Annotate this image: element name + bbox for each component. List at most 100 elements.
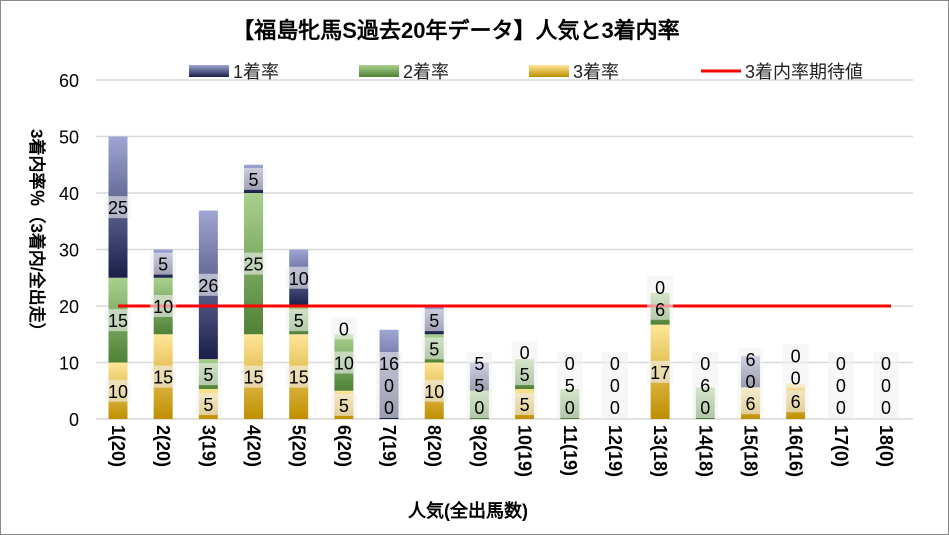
y-tick-label: 0 [69, 410, 79, 430]
data-label: 0 [745, 372, 755, 392]
data-label-bg [105, 309, 131, 332]
data-label-bg [330, 393, 357, 416]
data-label-bg [511, 363, 538, 386]
data-label: 5 [294, 311, 304, 331]
data-label: 0 [881, 376, 891, 396]
data-label-bg [601, 374, 628, 396]
data-label: 25 [244, 255, 264, 275]
data-label-bg [601, 352, 628, 374]
data-label-bg [647, 297, 674, 320]
x-tick-label: 9(20) [469, 425, 489, 467]
data-label: 10 [334, 354, 354, 374]
x-tick-label: 3(19) [198, 425, 218, 467]
x-tick-label: 12(19) [605, 425, 625, 477]
x-tick-label: 15(18) [740, 425, 760, 477]
x-tick-label: 13(18) [650, 425, 670, 477]
data-label: 0 [836, 398, 846, 418]
data-label-bg [601, 396, 628, 418]
data-label: 0 [339, 319, 349, 339]
x-tick-label: 17(0) [831, 425, 851, 467]
data-label-bg [285, 365, 312, 388]
data-label: 5 [249, 170, 259, 190]
data-label: 6 [745, 350, 755, 370]
data-label-bg [150, 295, 177, 317]
y-tick-label: 30 [59, 241, 79, 261]
data-label-bg [285, 309, 312, 332]
legend-swatch [529, 65, 569, 77]
data-label: 15 [153, 368, 173, 388]
chart-title: 【福島牝馬S過去20年データ】人気と3着内率 [232, 18, 679, 43]
legend-swatch [189, 65, 229, 77]
data-label: 5 [565, 376, 575, 396]
data-label-bg [195, 363, 222, 386]
x-tick-label: 11(19) [560, 425, 580, 476]
data-label: 0 [610, 398, 620, 418]
y-tick-label: 20 [59, 297, 79, 317]
legend-swatch [359, 65, 399, 77]
legend-label: 2着率 [403, 62, 449, 82]
data-label-bg [873, 396, 899, 418]
data-label-bg [647, 275, 674, 298]
data-label-bg [647, 360, 674, 383]
data-label: 0 [610, 354, 620, 374]
data-label: 10 [289, 269, 309, 289]
x-tick-label: 6(20) [334, 425, 354, 467]
data-label-bg [376, 396, 403, 418]
x-tick-label: 7(19) [379, 425, 399, 467]
data-label-bg [556, 352, 583, 374]
data-label: 17 [650, 363, 670, 383]
data-label-bg [421, 379, 448, 402]
data-label-bg [556, 374, 583, 396]
x-tick-label: 5(20) [289, 425, 309, 467]
x-tick-label: 4(20) [244, 425, 264, 467]
x-tick-label: 14(18) [695, 425, 715, 477]
data-label-bg [330, 351, 357, 374]
data-label: 0 [881, 354, 891, 374]
data-label-bg [330, 317, 357, 340]
data-label-bg [692, 374, 719, 396]
data-label: 0 [700, 354, 710, 374]
data-label-bg [376, 352, 403, 374]
data-label: 6 [655, 300, 665, 320]
data-label: 5 [520, 365, 530, 385]
data-label-bg [737, 348, 764, 371]
data-label-bg [466, 352, 493, 374]
data-label-bg [737, 392, 764, 415]
data-label-bg [873, 352, 899, 374]
data-label-bg [285, 266, 312, 289]
data-label: 16 [379, 354, 399, 374]
data-label: 0 [384, 398, 394, 418]
data-label: 6 [745, 394, 755, 414]
data-label-bg [827, 374, 854, 396]
data-label: 15 [289, 368, 309, 388]
data-label-bg [195, 393, 222, 416]
data-label: 5 [429, 311, 439, 331]
data-label: 25 [108, 198, 128, 218]
data-label-bg [240, 365, 267, 388]
data-label-bg [195, 273, 222, 296]
data-label: 5 [474, 354, 484, 374]
legend-label: 3着内率期待値 [745, 62, 863, 82]
x-axis-label: 人気(全出馬数) [408, 500, 528, 521]
data-label: 15 [244, 368, 264, 388]
y-tick-label: 10 [59, 354, 79, 374]
y-tick-label: 40 [59, 184, 79, 204]
data-label-bg [782, 344, 809, 367]
data-label-bg [782, 366, 809, 389]
y-tick-label: 60 [59, 71, 79, 91]
data-label-bg [105, 379, 131, 402]
data-label-bg [240, 167, 267, 190]
data-label: 5 [203, 395, 213, 415]
data-label: 5 [429, 339, 439, 359]
data-label: 0 [791, 368, 801, 388]
data-label-bg [782, 390, 809, 413]
data-label: 5 [339, 396, 349, 416]
x-tick-label: 2(20) [153, 425, 173, 467]
data-label-bg [421, 337, 448, 360]
data-label-bg [511, 393, 538, 416]
data-label-bg [873, 374, 899, 396]
data-label: 0 [655, 278, 665, 298]
data-label-bg [105, 196, 131, 219]
